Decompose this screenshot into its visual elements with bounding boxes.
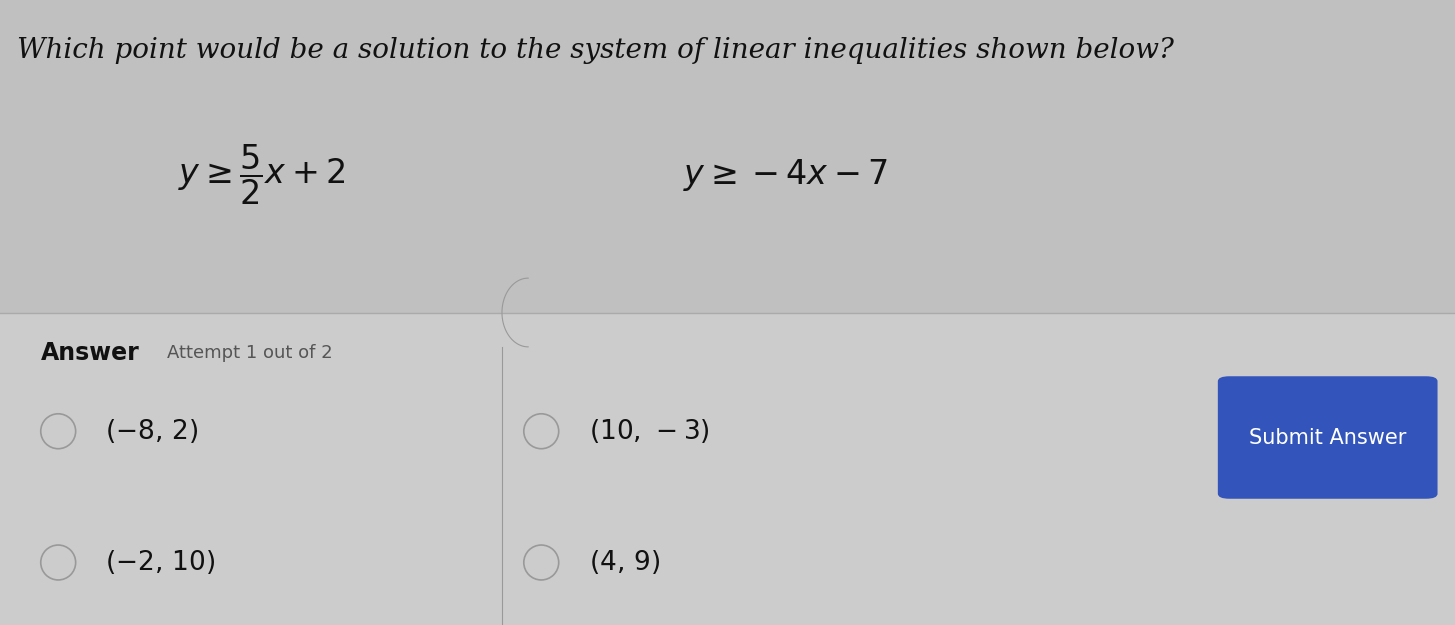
- Text: $y \geq \dfrac{5}{2}x + 2$: $y \geq \dfrac{5}{2}x + 2$: [178, 142, 346, 208]
- Text: $(-2,\,10)$: $(-2,\,10)$: [105, 549, 215, 576]
- Text: $(-8,\,2)$: $(-8,\,2)$: [105, 418, 198, 445]
- Text: Answer: Answer: [41, 341, 140, 365]
- Text: $(4,\,9)$: $(4,\,9)$: [589, 549, 661, 576]
- Text: $(10,\,-3)$: $(10,\,-3)$: [589, 418, 710, 445]
- Text: Submit Answer: Submit Answer: [1248, 428, 1407, 448]
- FancyBboxPatch shape: [0, 0, 1455, 312]
- FancyBboxPatch shape: [0, 312, 1455, 625]
- FancyBboxPatch shape: [1218, 376, 1438, 499]
- Text: $y \geq -4x - 7$: $y \geq -4x - 7$: [684, 157, 888, 193]
- Text: Attempt 1 out of 2: Attempt 1 out of 2: [167, 344, 333, 362]
- Text: Which point would be a solution to the system of linear inequalities shown below: Which point would be a solution to the s…: [17, 36, 1174, 64]
